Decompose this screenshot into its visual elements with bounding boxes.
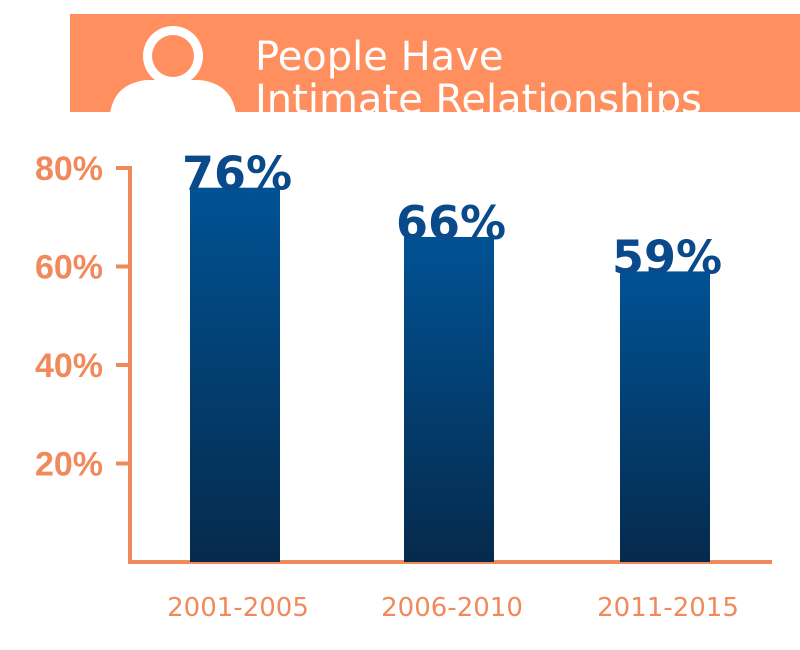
y-tick-label: 20% [35,446,103,484]
bar [190,187,280,562]
person-icon [110,26,236,114]
bar-value-label: 59% [612,230,722,284]
title-line-2: Intimate Relationships [255,77,702,123]
y-tick-label: 60% [35,249,103,287]
bar-value-label: 66% [396,196,506,250]
title-banner: People Have Intimate Relationships [70,14,800,122]
x-category-label: 2006-2010 [381,593,523,623]
y-tick-label: 80% [35,150,103,188]
bar-value-label: 76% [182,147,292,201]
x-category-label: 2011-2015 [597,593,739,623]
x-category-label: 2001-2005 [167,593,309,623]
bar [620,271,710,562]
title-line-1: People Have [255,34,504,80]
y-tick-label: 40% [35,347,103,385]
chart-title: People Have Intimate Relationships [255,36,702,122]
bar [404,236,494,562]
